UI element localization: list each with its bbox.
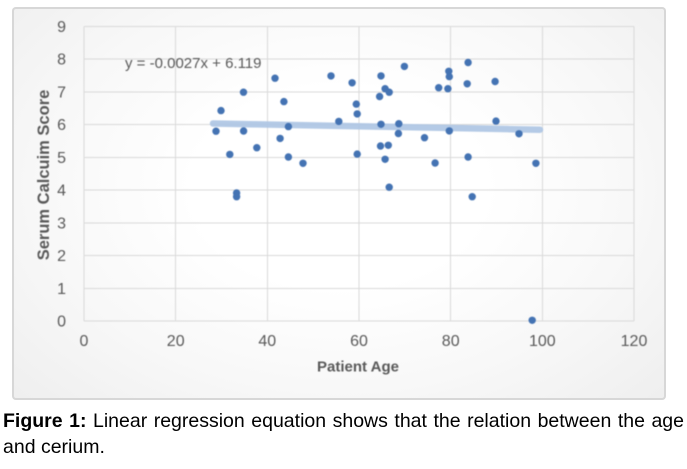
svg-text:8: 8 [57, 52, 66, 69]
svg-text:40: 40 [258, 333, 276, 350]
svg-text:y = -0.0027x + 6.119: y = -0.0027x + 6.119 [125, 55, 262, 72]
svg-text:120: 120 [621, 333, 648, 350]
svg-text:5: 5 [57, 150, 66, 167]
svg-text:100: 100 [529, 333, 556, 350]
svg-text:Serum Calcuim Score: Serum Calcuim Score [35, 90, 53, 261]
svg-text:80: 80 [442, 333, 460, 350]
svg-text:3: 3 [57, 215, 66, 232]
svg-text:4: 4 [57, 183, 66, 200]
svg-text:60: 60 [350, 333, 368, 350]
svg-text:7: 7 [57, 85, 66, 102]
svg-text:0: 0 [80, 333, 89, 350]
svg-text:1: 1 [57, 281, 66, 298]
svg-text:9: 9 [57, 19, 66, 36]
svg-text:20: 20 [167, 333, 185, 350]
svg-text:6: 6 [57, 117, 66, 134]
svg-text:Patient Age: Patient Age [317, 359, 399, 376]
svg-text:0: 0 [57, 314, 66, 331]
svg-text:2: 2 [57, 248, 66, 265]
